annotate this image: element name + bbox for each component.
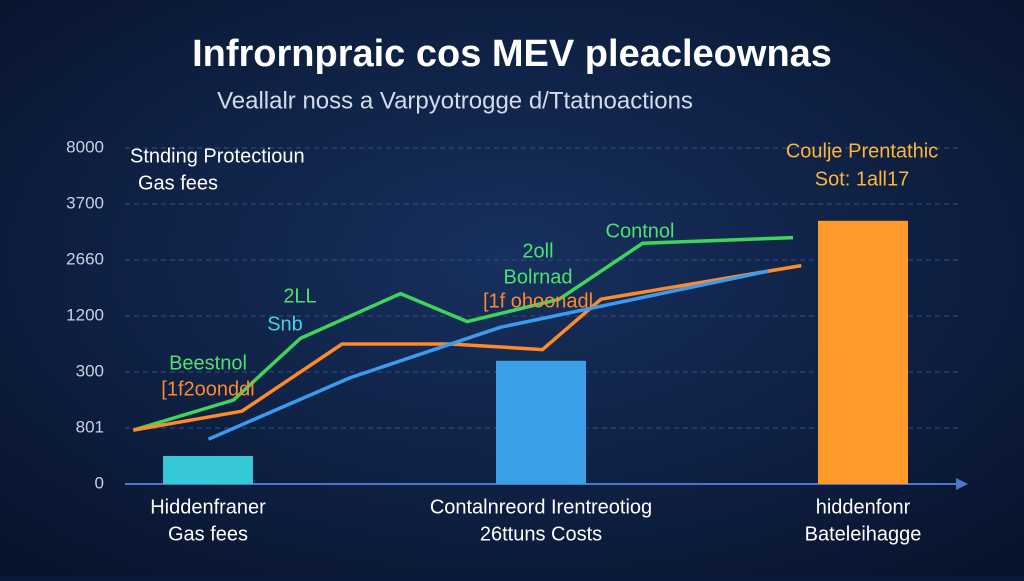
annotation: [1f2oonddl [161,378,254,400]
y-tick-label: 801 [76,417,104,436]
x-tick-label: Hiddenfraner [150,496,266,518]
x-tick-label: Gas fees [168,523,248,545]
bar [818,220,908,485]
annotation: Bolrnad [504,266,573,288]
annotation: Beestnol [169,352,247,374]
y-tick-label: 3700 [66,193,104,212]
annotation: Gas fees [138,172,218,194]
line-series [132,235,794,432]
annotation: Snb [267,313,303,335]
y-tick-label: 8000 [66,137,104,156]
y-tick-label: 300 [76,361,104,380]
annotation: Stnding Protectioun [130,145,305,167]
bar [163,456,253,484]
chart-title: Infrornpraic cos MEV pleacleownas [192,33,832,75]
annotation: Contnol [606,220,675,242]
annotation: 2LL [283,285,316,307]
bar [496,360,586,484]
y-tick-label: 1200 [66,305,104,324]
annotation: 2oll [522,240,553,262]
x-tick-label: hiddenfonr [816,496,911,518]
annotation: [1f ohoonadl [483,290,593,312]
line-series [207,269,769,441]
axis-arrow [956,478,968,490]
x-tick-label: Contalnreord Irentreotiog [430,496,652,518]
annotation: Sot: 1all17 [815,168,910,190]
y-tick-label: 2660 [66,249,104,268]
chart-subtitle: Veallalr noss a Varpyotrogge d/Ttatnoact… [217,87,693,114]
x-tick-label: Bateleihagge [805,523,922,545]
annotation: Coulje Prentathic [786,140,938,162]
y-tick-label: 0 [95,473,104,492]
x-tick-label: 26ttuns Costs [480,523,602,545]
